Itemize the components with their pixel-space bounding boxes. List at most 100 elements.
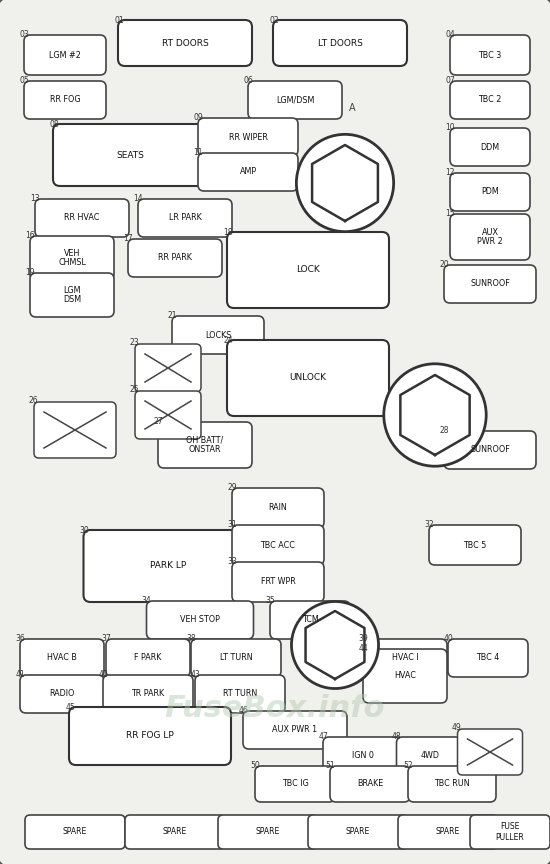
- Text: 03: 03: [19, 30, 29, 39]
- Text: RR FOG: RR FOG: [50, 96, 80, 105]
- Text: TBC 3: TBC 3: [478, 50, 502, 60]
- Text: LOCKS: LOCKS: [205, 331, 231, 340]
- Text: 48: 48: [392, 732, 402, 741]
- Text: RAIN: RAIN: [268, 504, 287, 512]
- Circle shape: [292, 601, 378, 689]
- Text: 51: 51: [326, 761, 335, 770]
- Text: SEATS: SEATS: [116, 150, 144, 160]
- FancyBboxPatch shape: [198, 153, 298, 191]
- FancyBboxPatch shape: [30, 236, 114, 280]
- FancyBboxPatch shape: [128, 239, 222, 277]
- Text: 39: 39: [358, 634, 368, 643]
- Text: 26: 26: [29, 396, 38, 405]
- Text: LGM #2: LGM #2: [49, 50, 81, 60]
- Text: 40: 40: [443, 634, 453, 643]
- FancyBboxPatch shape: [458, 729, 522, 775]
- FancyBboxPatch shape: [450, 35, 530, 75]
- Text: 47: 47: [318, 732, 328, 741]
- Text: VEH
CHMSL: VEH CHMSL: [58, 249, 86, 267]
- Text: PDM: PDM: [481, 187, 499, 196]
- Text: 30: 30: [80, 526, 90, 535]
- FancyBboxPatch shape: [448, 639, 528, 677]
- FancyBboxPatch shape: [158, 422, 252, 468]
- Text: TR PARK: TR PARK: [131, 689, 164, 698]
- Text: 15: 15: [446, 209, 455, 218]
- Text: LOCK: LOCK: [296, 265, 320, 275]
- FancyBboxPatch shape: [450, 173, 530, 211]
- Text: VEH STOP: VEH STOP: [180, 615, 220, 625]
- FancyBboxPatch shape: [243, 711, 347, 749]
- Text: 17: 17: [123, 234, 133, 243]
- Text: LT DOORS: LT DOORS: [317, 39, 362, 48]
- Text: 08: 08: [50, 120, 59, 129]
- Text: PARK LP: PARK LP: [150, 562, 186, 570]
- Text: FuseBox.info: FuseBox.info: [165, 694, 385, 723]
- Text: SPARE: SPARE: [346, 828, 370, 836]
- Text: 23: 23: [129, 338, 139, 347]
- Text: 50: 50: [250, 761, 260, 770]
- Text: FUSE
PULLER: FUSE PULLER: [496, 823, 524, 842]
- Text: 33: 33: [227, 557, 237, 566]
- Text: LR PARK: LR PARK: [169, 213, 201, 223]
- FancyBboxPatch shape: [227, 340, 389, 416]
- Text: 01: 01: [114, 16, 124, 25]
- Text: LGM/DSM: LGM/DSM: [276, 96, 314, 105]
- Text: 34: 34: [142, 596, 151, 605]
- Text: 12: 12: [446, 168, 455, 177]
- Text: TBC ACC: TBC ACC: [261, 541, 295, 550]
- FancyBboxPatch shape: [255, 766, 335, 802]
- Text: 25: 25: [129, 385, 139, 394]
- FancyBboxPatch shape: [30, 273, 114, 317]
- Text: 11: 11: [194, 148, 203, 157]
- Text: A: A: [349, 103, 355, 113]
- Text: 13: 13: [30, 194, 40, 203]
- FancyBboxPatch shape: [232, 525, 324, 565]
- FancyBboxPatch shape: [232, 488, 324, 528]
- FancyBboxPatch shape: [146, 601, 254, 639]
- Text: 10: 10: [446, 123, 455, 132]
- FancyBboxPatch shape: [470, 815, 550, 849]
- Text: UNLOCK: UNLOCK: [289, 373, 327, 383]
- Text: RT DOORS: RT DOORS: [162, 39, 208, 48]
- Circle shape: [296, 135, 394, 232]
- Text: 27: 27: [153, 417, 163, 426]
- Text: 14: 14: [133, 194, 143, 203]
- FancyBboxPatch shape: [450, 214, 530, 260]
- Text: TBC RUN: TBC RUN: [434, 779, 470, 789]
- Text: RR PARK: RR PARK: [158, 253, 192, 263]
- Text: 24: 24: [223, 336, 233, 345]
- Text: RR WIPER: RR WIPER: [229, 132, 267, 142]
- Text: 52: 52: [403, 761, 413, 770]
- Text: HVAC: HVAC: [394, 671, 416, 681]
- FancyBboxPatch shape: [363, 649, 447, 703]
- Text: SPARE: SPARE: [163, 828, 187, 836]
- Text: TCM: TCM: [301, 615, 318, 625]
- Text: 41: 41: [15, 670, 25, 679]
- FancyBboxPatch shape: [398, 815, 498, 849]
- FancyBboxPatch shape: [69, 707, 231, 765]
- Text: SPARE: SPARE: [436, 828, 460, 836]
- Text: 05: 05: [19, 76, 29, 85]
- FancyBboxPatch shape: [330, 766, 410, 802]
- FancyBboxPatch shape: [232, 562, 324, 602]
- Text: 20: 20: [439, 260, 449, 269]
- Text: 36: 36: [15, 634, 25, 643]
- Text: LT TURN: LT TURN: [219, 653, 252, 663]
- FancyBboxPatch shape: [191, 639, 281, 677]
- Text: AUX
PWR 2: AUX PWR 2: [477, 227, 503, 246]
- Text: 38: 38: [186, 634, 196, 643]
- Text: 18: 18: [223, 228, 233, 237]
- Text: 02: 02: [270, 16, 279, 25]
- FancyBboxPatch shape: [227, 232, 389, 308]
- FancyBboxPatch shape: [429, 525, 521, 565]
- Text: SPARE: SPARE: [63, 828, 87, 836]
- FancyBboxPatch shape: [444, 431, 536, 469]
- FancyBboxPatch shape: [20, 675, 104, 713]
- Text: TBC 5: TBC 5: [463, 541, 487, 550]
- FancyBboxPatch shape: [172, 316, 264, 354]
- Text: HVAC I: HVAC I: [392, 653, 419, 663]
- FancyBboxPatch shape: [84, 530, 252, 602]
- Text: 44: 44: [358, 644, 368, 653]
- FancyBboxPatch shape: [24, 81, 106, 119]
- Text: AMP: AMP: [239, 168, 256, 176]
